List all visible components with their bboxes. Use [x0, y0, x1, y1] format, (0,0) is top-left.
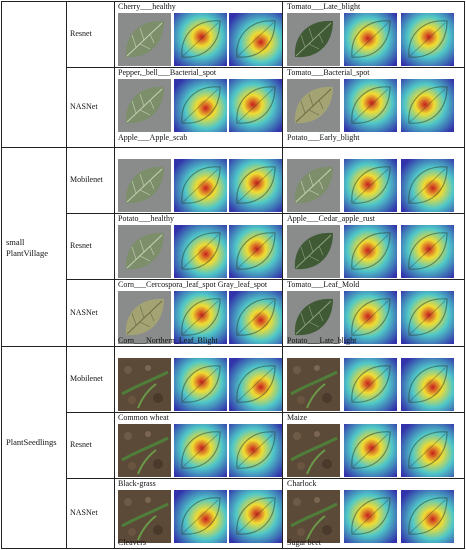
- heatmap-image: [174, 424, 227, 477]
- heatmap-image: [401, 424, 454, 477]
- model-label: NASNet: [70, 307, 98, 317]
- sample-image: [118, 159, 171, 212]
- sample-image: [118, 79, 171, 132]
- class-caption: Tomato___Late_blight: [287, 2, 361, 11]
- model-label: Mobilenet: [70, 374, 103, 383]
- col-divider-3: [282, 1, 283, 549]
- class-caption: Potato___Late_blight: [287, 336, 357, 345]
- heatmap-image: [174, 225, 227, 278]
- sample-image: [287, 159, 340, 212]
- heatmap-image: [229, 225, 282, 278]
- heatmap-image: [344, 13, 397, 66]
- sample-image: [118, 358, 171, 411]
- model-divider: [66, 213, 464, 214]
- model-label: Resnet: [70, 440, 92, 449]
- class-caption: Maize: [287, 413, 307, 422]
- heatmap-image: [174, 79, 227, 132]
- class-caption: Apple___Apple_scab: [118, 133, 188, 142]
- table-border-left: [1, 1, 2, 549]
- heatmap-image: [229, 358, 282, 411]
- class-caption: Cherry___healthy: [118, 2, 176, 11]
- class-caption: Potato___Early_blight: [287, 133, 360, 142]
- class-caption: Tomato___Bacterial_spot: [287, 68, 370, 77]
- heatmap-image: [174, 291, 227, 344]
- class-caption: Potato___healthy: [118, 214, 174, 223]
- heatmap-image: [174, 490, 227, 543]
- heatmap-image: [401, 13, 454, 66]
- model-divider: [66, 67, 464, 68]
- col-divider-2: [114, 1, 115, 549]
- heatmap-image: [401, 79, 454, 132]
- dataset-label: PlantSeedlings: [6, 437, 57, 447]
- heatmap-image: [344, 490, 397, 543]
- class-caption: Tomato___Leaf_Mold: [287, 280, 360, 289]
- heatmap-image: [401, 358, 454, 411]
- table-border-right: [464, 1, 465, 549]
- heatmap-image: [344, 225, 397, 278]
- table-border-bottom: [1, 548, 465, 549]
- heatmap-image: [229, 490, 282, 543]
- heatmap-image: [229, 291, 282, 344]
- class-caption: Cleavers: [118, 538, 146, 547]
- sample-image: [118, 225, 171, 278]
- sample-image: [287, 291, 340, 344]
- col-divider-1: [66, 1, 67, 549]
- sample-image: [287, 13, 340, 66]
- heatmap-image: [229, 79, 282, 132]
- class-caption: Sugar beet: [287, 538, 321, 547]
- class-caption: Corn___Cercospora_leaf_spot Gray_leaf_sp…: [118, 280, 268, 289]
- heatmap-image: [229, 424, 282, 477]
- heatmap-image: [174, 159, 227, 212]
- model-label: NASNet: [70, 102, 98, 111]
- sample-image: [287, 79, 340, 132]
- model-label: Mobilenet: [70, 175, 103, 184]
- model-divider: [66, 412, 464, 413]
- sample-image: [287, 225, 340, 278]
- heatmap-image: [401, 291, 454, 344]
- heatmap-image: [401, 490, 454, 543]
- group-divider: [1, 147, 465, 148]
- dataset-label: small PlantVillage: [6, 236, 48, 258]
- sample-image: [118, 291, 171, 344]
- class-caption: Apple___Cedar_apple_rust: [287, 214, 375, 223]
- heatmap-image: [344, 424, 397, 477]
- heatmap-image: [401, 159, 454, 212]
- model-divider: [66, 279, 464, 280]
- class-caption: Corn___Northern_Leaf_Blight: [118, 336, 218, 345]
- group-divider: [1, 346, 465, 347]
- class-caption: Common wheat: [118, 413, 169, 422]
- heatmap-image: [174, 13, 227, 66]
- class-caption: Pepper,_bell___Bacterial_spot: [118, 68, 217, 77]
- heatmap-image: [401, 225, 454, 278]
- model-label: NASNet: [70, 508, 98, 517]
- heatmap-image: [344, 291, 397, 344]
- sample-image: [118, 13, 171, 66]
- class-caption: Black-grass: [118, 479, 156, 488]
- heatmap-image: [229, 13, 282, 66]
- sample-image: [287, 358, 340, 411]
- sample-image: [118, 424, 171, 477]
- sample-image: [118, 490, 171, 543]
- model-label: Resnet: [70, 29, 92, 38]
- class-caption: Charlock: [287, 479, 317, 488]
- heatmap-image: [344, 159, 397, 212]
- model-label: Resnet: [70, 241, 92, 250]
- sample-image: [287, 424, 340, 477]
- heatmap-image: [229, 159, 282, 212]
- table-border-top: [1, 1, 465, 2]
- model-divider: [66, 478, 464, 479]
- heatmap-image: [174, 358, 227, 411]
- heatmap-image: [344, 358, 397, 411]
- heatmap-image: [344, 79, 397, 132]
- sample-image: [287, 490, 340, 543]
